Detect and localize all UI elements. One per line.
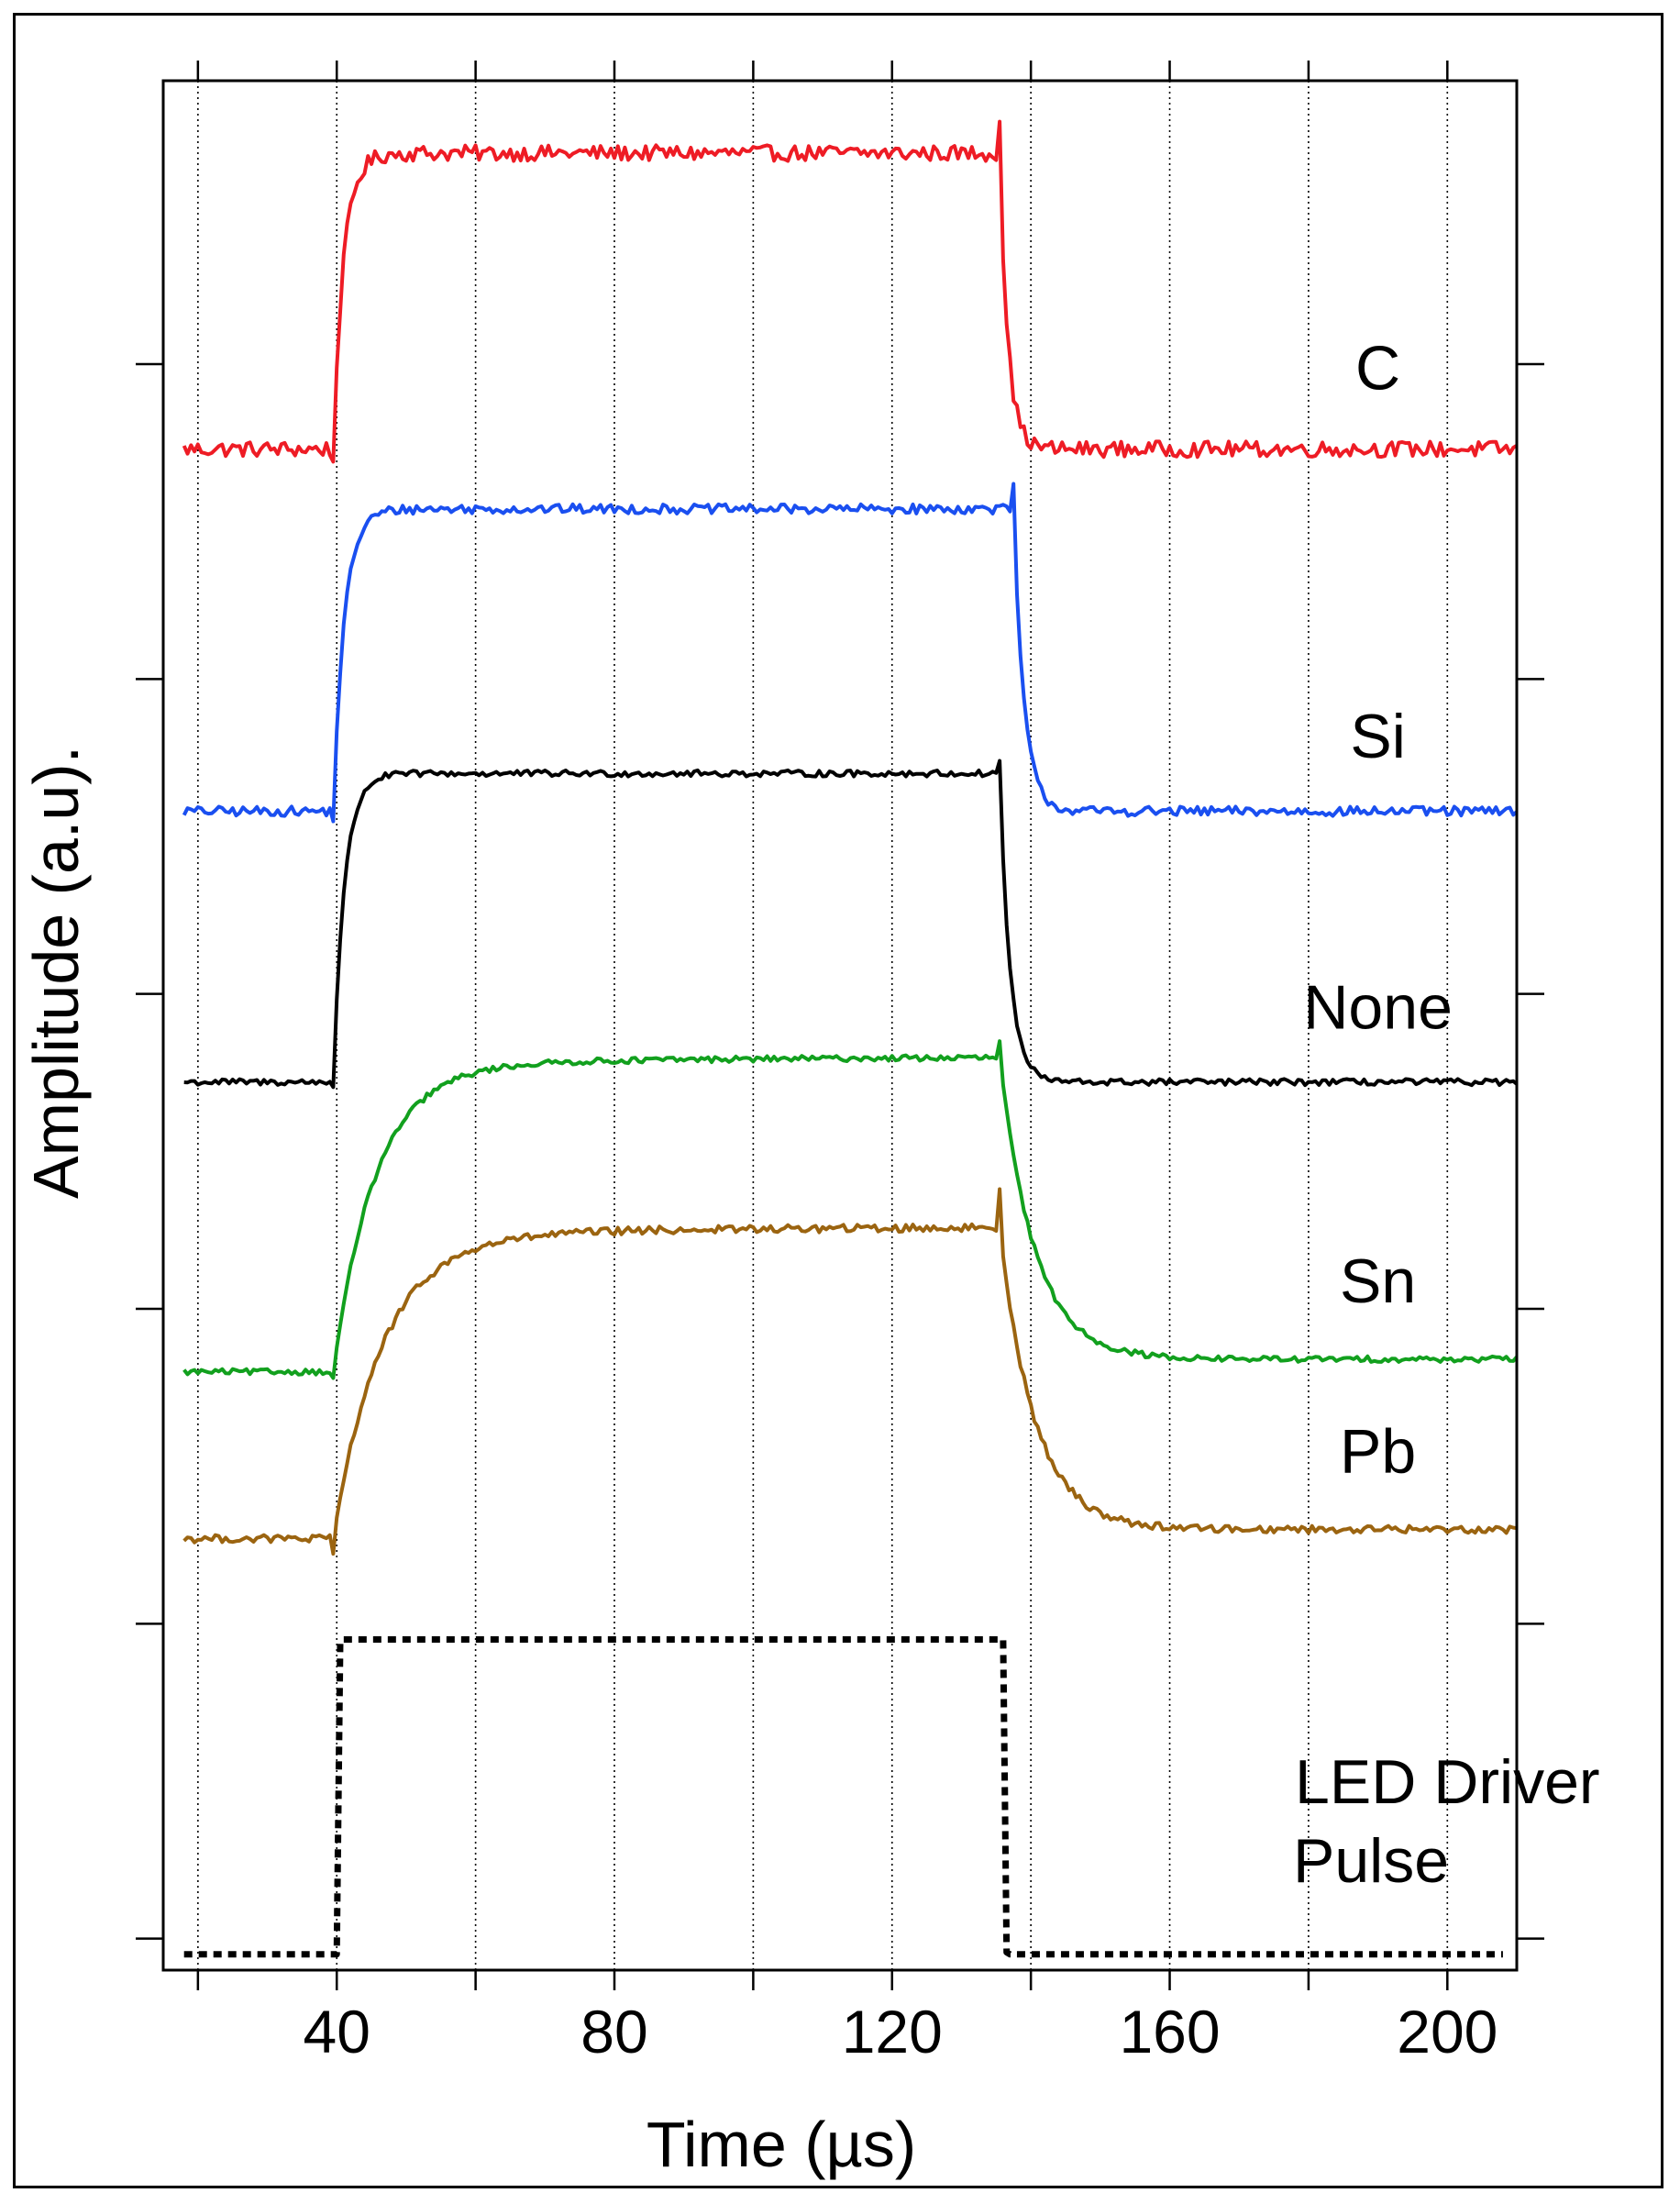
series-label: LED Driver	[1295, 1747, 1600, 1817]
x-tick-label: 120	[842, 1998, 943, 2066]
x-tick-label: 80	[580, 1998, 647, 2066]
series-label: Si	[1350, 702, 1405, 771]
series-label: Pb	[1340, 1417, 1416, 1487]
gridlines	[197, 81, 1449, 1970]
traces	[182, 119, 1519, 1958]
series-label: Sn	[1340, 1246, 1416, 1316]
series-label: None	[1303, 972, 1453, 1042]
series-label: C	[1355, 333, 1400, 403]
y-axis-title: Amplitude (a.u).	[20, 746, 92, 1199]
x-tick-label: 200	[1397, 1998, 1498, 2066]
x-axis-title: Time (µs)	[647, 2109, 916, 2180]
ticks	[136, 61, 1544, 1990]
x-tick-label: 40	[304, 1998, 370, 2066]
series-label: Pulse	[1293, 1826, 1449, 1896]
series-line-none	[183, 759, 1519, 1090]
x-tick-label: 160	[1119, 1998, 1220, 2066]
series-line-pb	[182, 1187, 1518, 1556]
plot-border	[161, 79, 1519, 1972]
series-labels: C Si None Sn Pb LED Driver Pulse	[1293, 333, 1600, 1895]
x-tick-labels: 40 80 120 160 200	[304, 1998, 1498, 2066]
series-line-c	[182, 119, 1519, 464]
series-line-si	[182, 482, 1519, 824]
plot-area	[163, 81, 1517, 1970]
series-line-sn	[182, 1039, 1519, 1380]
series-line-led-driver-pulse	[183, 1636, 1503, 1958]
